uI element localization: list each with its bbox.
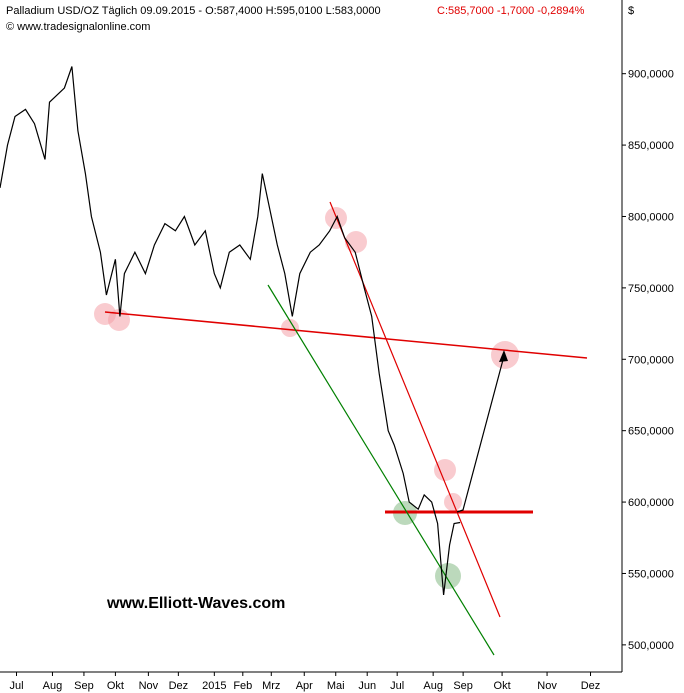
y-tick-label: 650,0000 bbox=[628, 426, 674, 438]
x-tick-label: Sep bbox=[453, 680, 473, 692]
y-unit: $ bbox=[628, 5, 634, 17]
x-tick-label: Mrz bbox=[262, 680, 280, 692]
x-tick-label: Okt bbox=[494, 680, 511, 692]
x-tick-label: Aug bbox=[423, 680, 443, 692]
chart-title: Palladium USD/OZ Täglich 09.09.2015 - O:… bbox=[6, 5, 381, 17]
y-tick-label: 600,0000 bbox=[628, 497, 674, 509]
x-tick-label: Feb bbox=[233, 680, 252, 692]
x-tick-label: Dez bbox=[169, 680, 189, 692]
x-tick-label: Jul bbox=[9, 680, 23, 692]
price-line bbox=[0, 66, 461, 595]
y-tick-label: 900,0000 bbox=[628, 69, 674, 81]
x-tick-label: Dez bbox=[581, 680, 601, 692]
y-tick-label: 700,0000 bbox=[628, 354, 674, 366]
y-tick-label: 800,0000 bbox=[628, 211, 674, 223]
chart-subtitle: C:585,7000 -1,7000 -0,2894% bbox=[437, 5, 585, 17]
y-tick-label: 500,0000 bbox=[628, 640, 674, 652]
x-tick-label: Nov bbox=[139, 680, 159, 692]
x-tick-label: Aug bbox=[43, 680, 63, 692]
x-tick-label: Jun bbox=[358, 680, 376, 692]
x-tick-label: Mai bbox=[327, 680, 345, 692]
x-tick-label: Sep bbox=[74, 680, 94, 692]
x-tick-label: Nov bbox=[537, 680, 557, 692]
y-tick-label: 550,0000 bbox=[628, 568, 674, 580]
forecast-arrow bbox=[456, 355, 505, 513]
arrow-head bbox=[499, 350, 508, 362]
channel-line bbox=[329, 201, 501, 618]
source: © www.tradesignalonline.com bbox=[6, 21, 150, 33]
y-tick-label: 850,0000 bbox=[628, 140, 674, 152]
trend-line bbox=[104, 311, 588, 359]
x-tick-label: Jul bbox=[390, 680, 404, 692]
x-tick-label: 2015 bbox=[202, 680, 226, 692]
watermark: www.Elliott-Waves.com bbox=[106, 595, 285, 612]
y-tick-label: 750,0000 bbox=[628, 283, 674, 295]
x-tick-label: Apr bbox=[296, 680, 313, 692]
channel-line bbox=[267, 284, 495, 656]
x-tick-label: Okt bbox=[107, 680, 124, 692]
